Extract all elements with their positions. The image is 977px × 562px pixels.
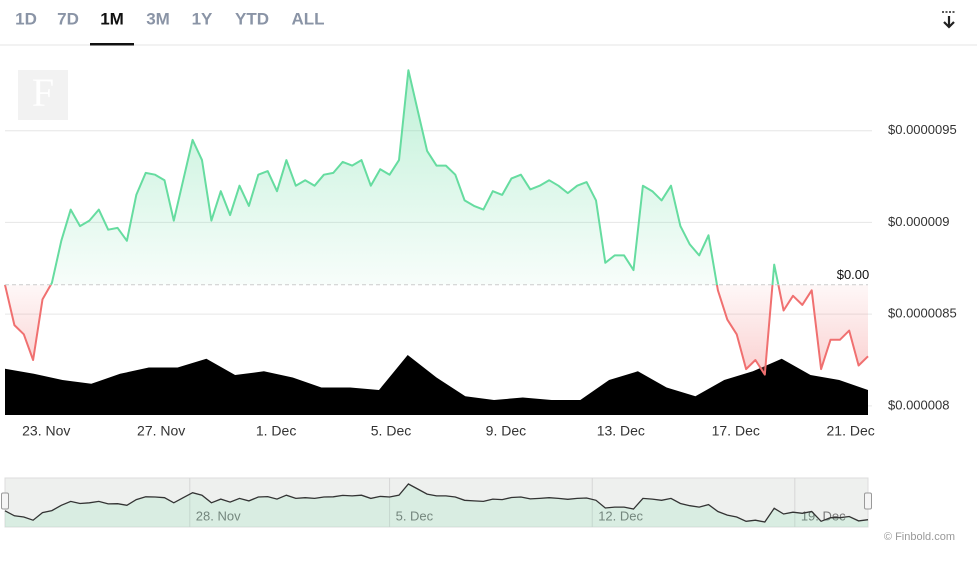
price-area [5, 70, 868, 375]
range-tab[interactable]: 3M [146, 9, 170, 28]
x-tick-label: 27. Nov [137, 423, 185, 439]
navigator-tick-label: 12. Dec [598, 508, 643, 523]
navigator-tick-label: 28. Nov [196, 508, 241, 523]
x-tick-label: 21. Dec [827, 423, 875, 439]
y-tick-label: $0.0000085 [888, 306, 957, 321]
x-tick-label: 1. Dec [256, 423, 296, 439]
navigator-handle[interactable] [864, 492, 872, 510]
y-tick-label: $0.000009 [888, 214, 949, 229]
price-line [4, 69, 869, 376]
range-tab[interactable]: ALL [291, 9, 324, 28]
baseline-label-bg [832, 267, 874, 284]
range-tab[interactable]: 1M [100, 9, 124, 28]
download-button[interactable] [942, 11, 956, 29]
watermark-letter: F [32, 70, 54, 115]
navigator-handle[interactable] [1, 492, 9, 510]
navigator-bg [4, 477, 869, 528]
range-tab[interactable]: 7D [57, 9, 79, 28]
y-tick-label: $0.0000095 [888, 122, 957, 137]
range-tab[interactable]: 1Y [192, 9, 213, 28]
credits: © Finbold.com [884, 531, 955, 543]
x-tick-label: 9. Dec [486, 423, 526, 439]
navigator-tick-label: 5. Dec [396, 508, 434, 523]
watermark: F [18, 70, 68, 120]
watermark-box [18, 70, 68, 120]
y-tick-label: $0.000008 [888, 397, 949, 412]
navigator-area [5, 484, 868, 527]
selected-tab-underline [90, 43, 134, 46]
x-tick-label: 5. Dec [371, 423, 411, 439]
navigator-line [4, 483, 869, 523]
x-tick-label: 23. Nov [22, 423, 70, 439]
x-tick-label: 13. Dec [597, 423, 645, 439]
range-tab[interactable]: YTD [235, 9, 269, 28]
range-tab[interactable]: 1D [15, 9, 37, 28]
volume-area [5, 355, 868, 415]
x-tick-label: 17. Dec [712, 423, 760, 439]
baseline-label: $0.00 [837, 267, 870, 282]
download-icon-arrow [943, 16, 955, 29]
